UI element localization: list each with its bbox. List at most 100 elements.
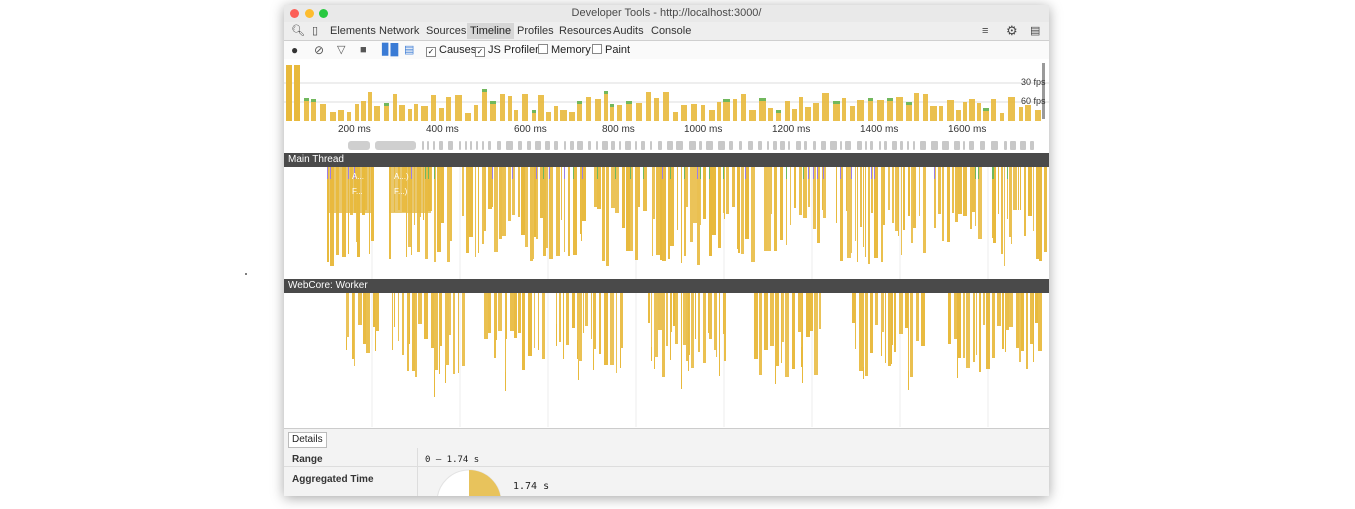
settings-gear-icon[interactable]: ⚙ bbox=[1006, 23, 1018, 38]
worker-call-bar bbox=[948, 293, 951, 344]
fps-bar-paint bbox=[868, 98, 873, 101]
tab-network[interactable]: Network bbox=[379, 25, 420, 37]
worker-call-bar bbox=[698, 293, 700, 352]
tab-profiles[interactable]: Profiles bbox=[517, 25, 554, 37]
call-bar bbox=[643, 167, 647, 211]
call-bar bbox=[700, 167, 701, 225]
call-bar bbox=[718, 167, 721, 248]
event-marker bbox=[630, 167, 631, 179]
frame-box bbox=[879, 141, 881, 150]
call-bar bbox=[521, 167, 525, 235]
call-bar bbox=[1007, 167, 1008, 219]
worker-call-bar bbox=[997, 293, 1001, 326]
fps-bar bbox=[368, 92, 372, 121]
zoom-window-button[interactable] bbox=[319, 9, 328, 18]
close-window-button[interactable] bbox=[290, 9, 299, 18]
fps-bar bbox=[439, 108, 444, 121]
worker-call-bar bbox=[957, 293, 961, 358]
frame-box bbox=[884, 141, 887, 150]
tab-audits[interactable]: Audits bbox=[613, 25, 644, 37]
call-bar bbox=[992, 167, 993, 238]
tab-details[interactable]: Details bbox=[288, 432, 327, 448]
worker-call-bar bbox=[593, 293, 596, 349]
tab-resources[interactable]: Resources bbox=[559, 25, 612, 37]
fps-bar-paint bbox=[482, 89, 487, 92]
call-bar bbox=[874, 167, 878, 258]
call-bar bbox=[484, 167, 486, 231]
frame-box bbox=[689, 141, 696, 150]
tab-timeline[interactable]: Timeline bbox=[467, 23, 515, 39]
call-bar bbox=[630, 167, 633, 251]
call-bar bbox=[406, 167, 407, 257]
device-mode-icon[interactable]: ▯ bbox=[312, 25, 319, 37]
worker-call-bar bbox=[363, 293, 366, 344]
call-bar bbox=[709, 167, 712, 256]
frames-overview[interactable]: 30 fps 60 fps bbox=[284, 59, 1049, 122]
event-marker bbox=[348, 167, 349, 179]
call-bar bbox=[1044, 167, 1047, 252]
worker-call-bar bbox=[453, 293, 455, 374]
call-bar bbox=[638, 167, 640, 207]
event-marker bbox=[871, 167, 872, 179]
call-bar bbox=[693, 167, 697, 223]
tab-console[interactable]: Console bbox=[651, 25, 692, 37]
minimize-window-button[interactable] bbox=[305, 9, 314, 18]
event-marker bbox=[978, 167, 979, 179]
tab-elements[interactable]: Elements bbox=[330, 25, 376, 37]
worker-call-bar bbox=[506, 293, 507, 339]
frames-view-icon[interactable]: ▊█ bbox=[382, 44, 399, 56]
call-bar bbox=[417, 167, 420, 252]
causes-checkbox[interactable]: ✓ Causes bbox=[426, 44, 476, 57]
paint-checkbox[interactable]: Paint bbox=[592, 44, 630, 57]
memory-checkbox[interactable]: Memory bbox=[538, 44, 591, 57]
worker-call-bar bbox=[875, 293, 878, 325]
worker-call-bar bbox=[458, 293, 459, 373]
js-profiler-checkbox[interactable]: ✓ JS Profiler bbox=[475, 44, 539, 57]
worker-call-tail bbox=[505, 372, 506, 391]
frame-boxes bbox=[422, 141, 1034, 150]
fps-bar bbox=[338, 110, 344, 121]
fps-bar bbox=[813, 103, 819, 121]
garbage-collect-icon[interactable]: ■ bbox=[360, 44, 367, 56]
worker-call-bar bbox=[604, 293, 608, 365]
event-marker bbox=[697, 167, 698, 179]
fps-bar bbox=[785, 101, 790, 121]
fps-bar bbox=[569, 112, 575, 121]
main-thread-track[interactable]: A... F... A...) F...) bbox=[284, 167, 1049, 279]
clear-icon[interactable]: ⊘ bbox=[314, 43, 325, 57]
worker-call-bar bbox=[566, 293, 569, 345]
worker-call-bar bbox=[542, 293, 545, 359]
show-drawer-icon[interactable]: ≡ bbox=[982, 25, 989, 37]
worker-call-bar bbox=[462, 293, 465, 366]
frame-box bbox=[433, 141, 435, 150]
frame-box bbox=[1010, 141, 1016, 150]
event-marker bbox=[874, 167, 875, 179]
call-bar bbox=[978, 167, 982, 239]
worker-call-bar bbox=[691, 293, 694, 368]
fps-bar bbox=[792, 109, 797, 121]
fps-bar bbox=[532, 113, 536, 121]
tab-sources[interactable]: Sources bbox=[426, 25, 467, 37]
worker-call-bar bbox=[559, 293, 561, 342]
main-thread-header[interactable]: Main Thread bbox=[284, 153, 1049, 167]
dock-side-icon[interactable]: ▤ bbox=[1030, 25, 1041, 37]
worker-call-bar bbox=[1009, 293, 1013, 327]
flamechart-view-icon[interactable]: ▤ bbox=[404, 44, 415, 56]
worker-thread-header[interactable]: WebCore: Worker bbox=[284, 279, 1049, 293]
record-icon[interactable]: ● bbox=[291, 43, 299, 57]
worker-call-tail bbox=[1005, 330, 1006, 352]
worker-call-tail bbox=[593, 349, 594, 370]
filter-icon[interactable]: ▽ bbox=[337, 44, 346, 56]
frame-box bbox=[577, 141, 583, 150]
call-bar bbox=[823, 167, 826, 218]
inspect-search-icon[interactable]: 🔍︎ bbox=[291, 25, 305, 37]
event-marker bbox=[615, 167, 616, 179]
worker-call-bar bbox=[484, 293, 488, 339]
worker-call-bar bbox=[785, 293, 789, 377]
call-bar bbox=[803, 167, 807, 218]
worker-call-bar bbox=[759, 293, 762, 375]
worker-thread-track[interactable] bbox=[284, 293, 1049, 427]
worker-call-bar bbox=[810, 293, 813, 331]
title-bar: Developer Tools - http://localhost:3000/ bbox=[284, 5, 1049, 22]
call-bar bbox=[423, 167, 424, 220]
